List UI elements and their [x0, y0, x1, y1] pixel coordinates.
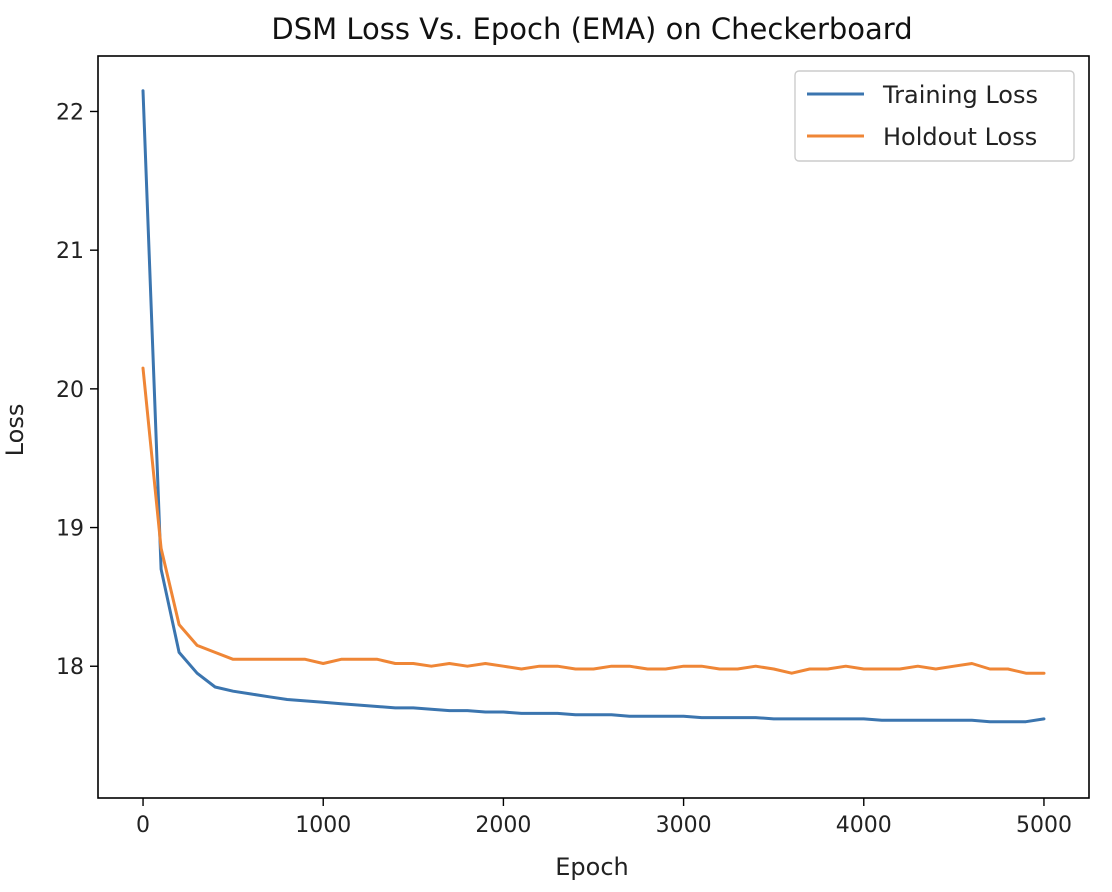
- x-axis-title: Epoch: [555, 853, 629, 881]
- y-tick-label: 22: [56, 100, 84, 125]
- y-axis-title: Loss: [1, 404, 29, 457]
- plot-frame: [97, 55, 1090, 799]
- x-tick-label: 4000: [836, 813, 892, 838]
- x-tick-label: 5000: [1016, 813, 1072, 838]
- y-tick-label: 20: [56, 378, 84, 403]
- x-axis: 0 1000 2000 3000 4000 5000: [136, 798, 1072, 838]
- chart-title: DSM Loss Vs. Epoch (EMA) on Checkerboard: [271, 12, 912, 46]
- legend-label-training-loss: Training Loss: [882, 81, 1038, 109]
- x-tick-label: 0: [136, 813, 150, 838]
- series-line-training-loss: [141, 89, 1046, 724]
- y-tick-label: 21: [56, 239, 84, 264]
- series-layer: [141, 89, 1046, 724]
- legend-label-holdout-loss: Holdout Loss: [883, 123, 1037, 151]
- legend-box: [794, 70, 1075, 162]
- x-tick-label: 3000: [656, 813, 712, 838]
- legend: Training Loss Holdout Loss: [794, 70, 1075, 162]
- y-tick-label: 18: [56, 655, 84, 680]
- y-axis: 18 19 20 21 22: [56, 100, 98, 680]
- x-tick-label: 2000: [475, 813, 531, 838]
- x-tick-label: 1000: [295, 813, 351, 838]
- y-tick-label: 19: [56, 517, 84, 542]
- series-line-holdout-loss: [141, 366, 1046, 675]
